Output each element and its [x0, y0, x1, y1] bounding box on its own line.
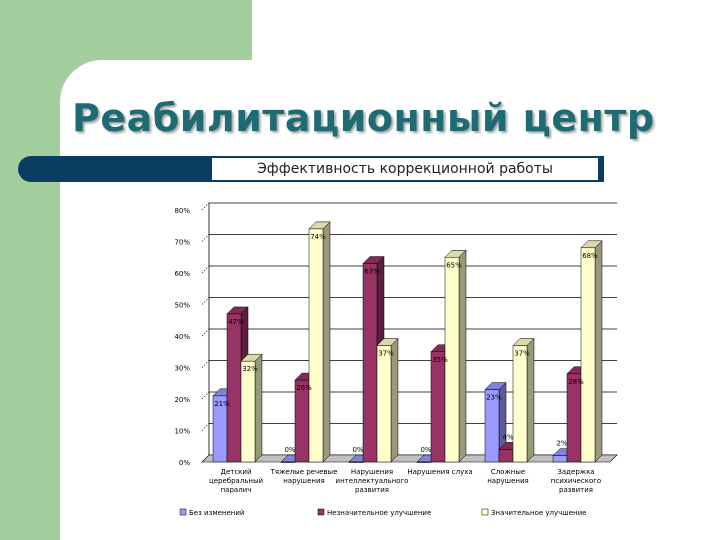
- legend-label: Без изменений: [189, 509, 244, 517]
- y-tick-label: 20%: [174, 396, 190, 404]
- bar: [280, 461, 296, 463]
- data-label: 0%: [420, 446, 431, 454]
- gridline-side: [201, 202, 210, 211]
- x-tick-label: Нарушения слуха: [407, 468, 472, 476]
- bar: [240, 360, 256, 463]
- bar: [348, 461, 364, 463]
- data-label: 32%: [242, 365, 258, 373]
- gridline-side: [201, 265, 210, 274]
- legend-label: Значительное улучшение: [491, 509, 586, 517]
- gridline-side: [201, 328, 210, 337]
- x-tick-label: Задержка психического развития: [551, 468, 601, 494]
- bar: [430, 351, 446, 463]
- legend-swatch: [179, 508, 187, 516]
- bar-side: [458, 249, 467, 463]
- bar: [362, 263, 378, 463]
- gridline-side: [201, 391, 210, 400]
- chart-legend: Без изменений Незначительное улучшение Зна…: [179, 508, 586, 517]
- y-tick-label: 0%: [179, 459, 190, 467]
- bar: [498, 449, 514, 463]
- data-label: 65%: [446, 261, 462, 269]
- bar: [484, 389, 500, 463]
- x-tick-label: Детский церебральный паралич: [209, 468, 263, 494]
- bar-side: [594, 240, 603, 463]
- y-tick-label: 70%: [174, 239, 190, 247]
- y-tick-label: 10%: [174, 428, 190, 436]
- data-label: 37%: [514, 349, 530, 357]
- gridline-side: [201, 360, 210, 368]
- y-tick-label: 40%: [174, 333, 190, 341]
- data-label: 37%: [378, 349, 394, 357]
- x-tick-label: Нарушения интеллектуального развития: [336, 468, 409, 494]
- bar-side: [322, 221, 331, 463]
- chart-data-labels: 21% 47% 32% 0% 26% 74% 0% 63% 37% 0% 35% 65% 23% 4% 37…: [214, 233, 598, 454]
- data-label: 68%: [582, 252, 598, 260]
- data-label: 0%: [352, 446, 363, 454]
- x-tick-label: Сложные нарушения: [487, 468, 529, 485]
- data-label: 26%: [296, 384, 312, 392]
- gridline-side: [201, 234, 210, 242]
- chart-x-tick-labels: Детский церебральный паралич Тяжелые речевы…: [209, 468, 601, 494]
- gridline-side: [201, 423, 210, 431]
- y-tick-label: 50%: [174, 302, 190, 310]
- bar: [376, 345, 392, 463]
- y-tick-label: 30%: [174, 365, 190, 373]
- legend-label: Незначительное улучшение: [327, 509, 431, 517]
- chart-gridlines: [201, 202, 617, 463]
- data-label: 28%: [568, 378, 584, 386]
- bar: [566, 373, 582, 463]
- chart-subtitle: Эффективность коррекционной работы: [212, 158, 598, 180]
- bar: [226, 313, 242, 463]
- data-label: 2%: [556, 440, 567, 448]
- data-label: 47%: [228, 318, 244, 326]
- data-label: 21%: [214, 400, 230, 408]
- data-label: 0%: [284, 446, 295, 454]
- data-label: 23%: [486, 394, 502, 402]
- bar: [552, 455, 568, 463]
- bar: [580, 247, 596, 463]
- data-label: 4%: [502, 433, 513, 441]
- slide-title: Реабилитационный центр: [72, 96, 655, 140]
- gridline-side: [201, 297, 210, 305]
- bar: [294, 379, 310, 463]
- data-label: 35%: [432, 356, 448, 364]
- bar: [512, 345, 528, 463]
- legend-swatch: [481, 508, 489, 516]
- chart-bars: [212, 221, 603, 463]
- data-label: 74%: [310, 233, 326, 241]
- bar: [444, 257, 460, 463]
- bar-chart: 0% 10% 20% 30% 40% 50% 60% 70% 80% 21% 47% 32% 0% 26…: [174, 202, 618, 517]
- x-tick-label: Тяжелые речевые нарушения: [270, 468, 338, 485]
- bar: [308, 228, 324, 463]
- bar: [416, 461, 432, 463]
- y-tick-label: 60%: [174, 270, 190, 278]
- data-label: 63%: [364, 268, 380, 276]
- y-tick-label: 80%: [174, 207, 190, 215]
- legend-swatch: [317, 508, 325, 516]
